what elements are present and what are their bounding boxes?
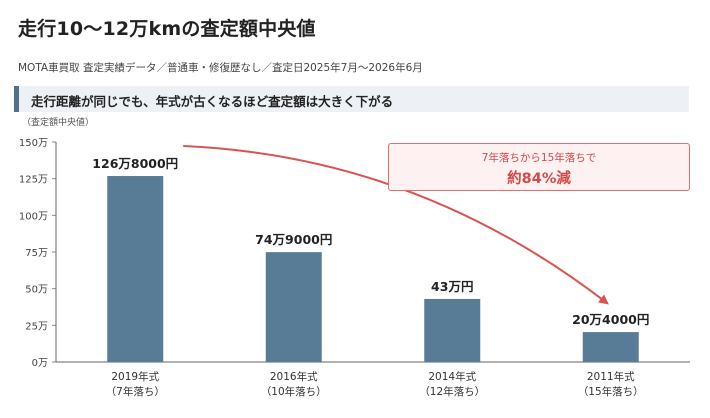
chart-title: 走行10〜12万kmの査定額中央値 xyxy=(18,18,316,40)
bar xyxy=(265,252,322,362)
x-tick-label: 2016年式 xyxy=(270,370,318,383)
callout-value: 約84%減 xyxy=(507,171,571,187)
chart-subtitle: MOTA車買取 査定実績データ／普通車・修復歴なし／査定日2025年7月〜202… xyxy=(18,62,423,74)
bar-value-label: 126万8000円 xyxy=(92,156,178,171)
callout-caption: 7年落ちから15年落ちで xyxy=(481,152,597,164)
bar xyxy=(107,176,164,362)
x-tick-label: 2014年式 xyxy=(428,370,476,383)
headline-banner: 走行距離が同じでも、年式が古くなるほど査定額は大きく下がる xyxy=(14,86,689,112)
y-tick-label: 0万 xyxy=(32,358,48,369)
bar-value-label: 20万4000円 xyxy=(572,312,649,327)
headline-text: 走行距離が同じでも、年式が古くなるほど査定額は大きく下がる xyxy=(31,94,394,109)
x-tick-sublabel: （15年落ち） xyxy=(578,385,644,398)
y-tick-label: 50万 xyxy=(25,285,48,296)
reduction-callout: 7年落ちから15年落ちで 約84%減 xyxy=(388,143,690,191)
x-tick-sublabel: （10年落ち） xyxy=(261,385,327,398)
bar-value-label: 74万9000円 xyxy=(255,232,332,247)
y-tick-label: 125万 xyxy=(19,175,48,186)
bar xyxy=(582,332,639,362)
bar-value-label: 43万円 xyxy=(431,279,473,294)
x-tick-label: 2011年式 xyxy=(587,370,635,383)
y-tick-label: 100万 xyxy=(19,211,48,222)
x-tick-sublabel: （12年落ち） xyxy=(419,385,485,398)
y-tick-label: 25万 xyxy=(25,321,48,332)
y-tick-label: 75万 xyxy=(25,248,48,259)
y-axis-title: （査定額中央値） xyxy=(22,116,94,128)
x-tick-label: 2019年式 xyxy=(111,370,159,383)
x-tick-sublabel: （7年落ち） xyxy=(106,385,165,398)
y-tick-label: 150万 xyxy=(19,138,48,149)
bar xyxy=(424,298,481,362)
